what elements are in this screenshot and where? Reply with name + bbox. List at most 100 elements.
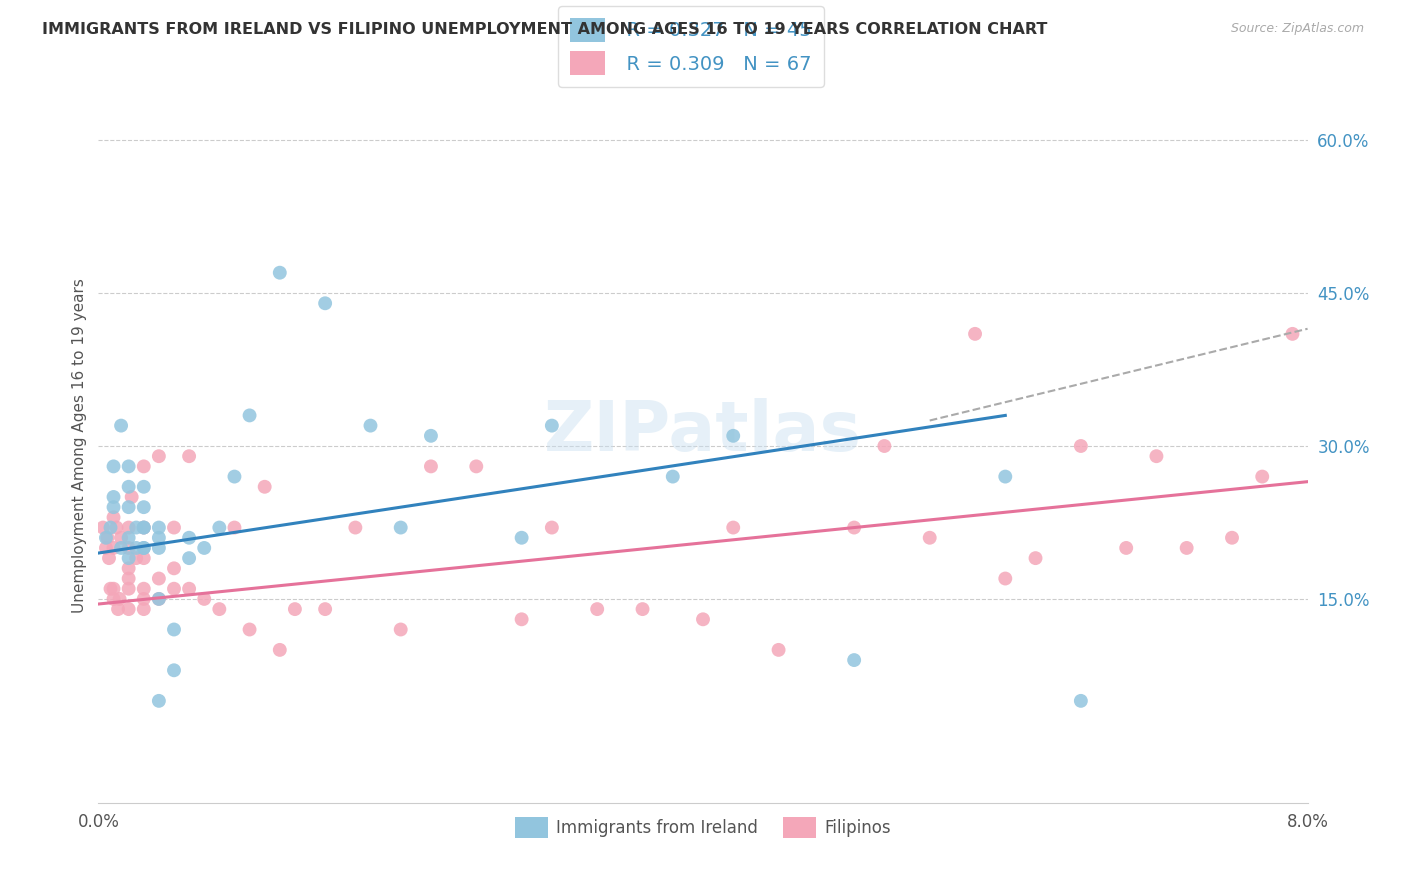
Point xyxy=(91,520,114,534)
Point xyxy=(768,643,790,657)
Point xyxy=(540,520,562,534)
Point xyxy=(723,520,745,534)
Point xyxy=(103,591,125,606)
Point xyxy=(132,551,155,566)
Point xyxy=(148,572,170,586)
Point xyxy=(239,623,262,637)
Point xyxy=(103,459,125,474)
Point xyxy=(389,520,412,534)
Point xyxy=(103,500,125,515)
Point xyxy=(510,612,533,626)
Point xyxy=(110,541,132,555)
Point xyxy=(132,541,155,555)
Point xyxy=(125,541,148,555)
Point xyxy=(208,602,231,616)
Point xyxy=(389,623,412,637)
Point xyxy=(148,591,170,606)
Point xyxy=(118,500,141,515)
Point xyxy=(110,418,132,433)
Point xyxy=(103,582,125,596)
Point xyxy=(179,531,201,545)
Point xyxy=(844,653,866,667)
Point xyxy=(132,582,155,596)
Point xyxy=(631,602,654,616)
Point xyxy=(873,439,896,453)
Point xyxy=(118,459,141,474)
Point xyxy=(360,418,382,433)
Point xyxy=(269,266,291,280)
Point xyxy=(125,520,148,534)
Point xyxy=(844,520,866,534)
Point xyxy=(586,602,609,616)
Point xyxy=(118,602,141,616)
Point xyxy=(118,480,141,494)
Point xyxy=(94,541,117,555)
Point xyxy=(148,520,170,534)
Point xyxy=(1070,439,1092,453)
Point xyxy=(1220,531,1243,545)
Point xyxy=(193,541,215,555)
Point xyxy=(1146,449,1168,463)
Point xyxy=(208,520,231,534)
Point xyxy=(132,591,155,606)
Point xyxy=(132,520,155,534)
Point xyxy=(723,429,745,443)
Point xyxy=(118,572,141,586)
Point xyxy=(132,500,155,515)
Point xyxy=(132,602,155,616)
Point xyxy=(100,520,122,534)
Point xyxy=(96,531,118,545)
Point xyxy=(118,531,141,545)
Point xyxy=(163,520,186,534)
Point xyxy=(163,663,186,677)
Point xyxy=(148,449,170,463)
Point xyxy=(239,409,262,423)
Point xyxy=(540,418,562,433)
Point xyxy=(1115,541,1137,555)
Point xyxy=(148,694,170,708)
Text: Source: ZipAtlas.com: Source: ZipAtlas.com xyxy=(1230,22,1364,36)
Point xyxy=(118,582,141,596)
Point xyxy=(108,591,131,606)
Point xyxy=(118,520,141,534)
Point xyxy=(994,469,1017,483)
Point xyxy=(100,582,122,596)
Point xyxy=(253,480,276,494)
Point xyxy=(103,510,125,524)
Point xyxy=(132,520,155,534)
Point xyxy=(224,520,246,534)
Point xyxy=(121,490,143,504)
Point xyxy=(465,459,488,474)
Point xyxy=(107,602,129,616)
Point xyxy=(224,469,246,483)
Y-axis label: Unemployment Among Ages 16 to 19 years: Unemployment Among Ages 16 to 19 years xyxy=(72,278,87,614)
Point xyxy=(125,551,148,566)
Point xyxy=(148,591,170,606)
Point xyxy=(148,531,170,545)
Point xyxy=(420,459,443,474)
Point xyxy=(103,490,125,504)
Point xyxy=(132,520,155,534)
Point xyxy=(965,326,987,341)
Point xyxy=(163,582,186,596)
Point xyxy=(1070,694,1092,708)
Point xyxy=(193,591,215,606)
Point xyxy=(103,541,125,555)
Point xyxy=(179,449,201,463)
Point xyxy=(179,582,201,596)
Point xyxy=(94,531,117,545)
Point xyxy=(1251,469,1274,483)
Point xyxy=(1025,551,1047,566)
Point xyxy=(269,643,291,657)
Text: IMMIGRANTS FROM IRELAND VS FILIPINO UNEMPLOYMENT AMONG AGES 16 TO 19 YEARS CORRE: IMMIGRANTS FROM IRELAND VS FILIPINO UNEM… xyxy=(42,22,1047,37)
Point xyxy=(148,541,170,555)
Point xyxy=(105,520,128,534)
Point xyxy=(510,531,533,545)
Point xyxy=(314,296,336,310)
Point xyxy=(163,561,186,575)
Point xyxy=(1175,541,1198,555)
Point xyxy=(110,531,132,545)
Point xyxy=(118,541,141,555)
Point xyxy=(179,551,201,566)
Point xyxy=(284,602,307,616)
